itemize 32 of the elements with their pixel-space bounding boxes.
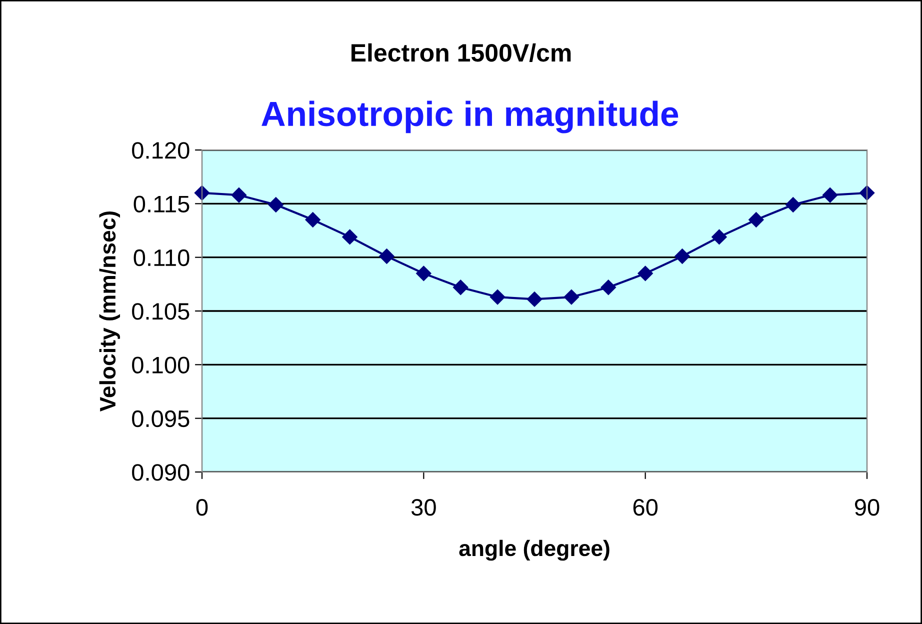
point (564, 289, 580, 305)
y-tick-label: 0.100 (132, 356, 190, 374)
y-tick-label: 0.105 (132, 303, 190, 320)
point (453, 280, 468, 295)
y-tick-label: 0.095 (132, 410, 190, 428)
y-tick-label: 0.090 (132, 464, 190, 481)
y-tick-label: 0.115 (134, 196, 190, 212)
point (674, 248, 690, 264)
y-axis-title: Velocity (mm/nsec) (99, 211, 120, 412)
point (305, 212, 320, 228)
point (786, 197, 801, 212)
x-axis-title: angle (degree) (459, 540, 610, 561)
x-tick-label: 30 (411, 499, 436, 516)
point (748, 212, 764, 228)
point (231, 188, 247, 203)
point (268, 197, 284, 212)
y-tick-label: 0.120 (132, 142, 190, 159)
point (490, 289, 506, 305)
chart-subtitle: Anisotropic in magnitude (262, 100, 678, 134)
point (638, 266, 653, 282)
x-tick-label: 60 (633, 499, 658, 516)
x-tick-label: 90 (854, 499, 880, 516)
y-tick-label: 0.110 (134, 249, 190, 266)
point (416, 266, 432, 282)
point (342, 229, 358, 245)
chart-title: Electron 1500V/cm (352, 43, 571, 62)
point (526, 292, 542, 307)
point (822, 188, 838, 203)
x-tick-label: 0 (196, 499, 208, 516)
point (712, 229, 727, 245)
point (379, 248, 394, 264)
point (600, 280, 616, 295)
